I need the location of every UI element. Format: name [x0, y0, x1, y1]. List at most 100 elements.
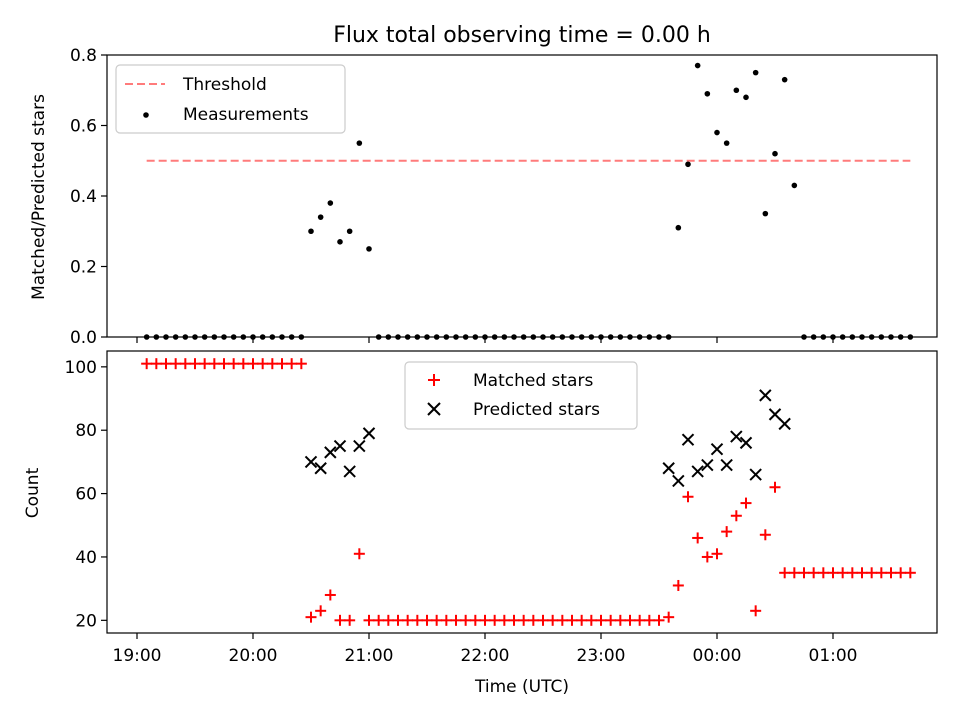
predicted-stars-point: [730, 430, 743, 443]
measurement-point: [723, 140, 730, 146]
measurement-point: [733, 87, 740, 94]
predicted-stars-point: [353, 439, 366, 453]
matched-stars-point: [837, 567, 849, 579]
top-y-tick-label: 0.0: [70, 328, 97, 348]
measurement-point: [337, 239, 343, 245]
bottom-y-tick-label: 40: [75, 548, 97, 568]
matched-stars-point: [672, 579, 684, 591]
matched-stars-point: [576, 614, 588, 626]
top-y-tick-label: 0.2: [70, 258, 97, 278]
bottom-legend: Matched stars Predicted stars: [404, 361, 638, 430]
matched-stars-point: [721, 526, 733, 538]
matched-stars-point: [266, 358, 278, 370]
matched-stars-point: [866, 567, 878, 579]
matched-stars-point: [750, 605, 762, 617]
matched-stars-point: [479, 614, 491, 626]
predicted-stars-point: [362, 427, 376, 440]
matched-stars-point: [431, 614, 443, 626]
matched-stars-point: [537, 614, 549, 626]
matched-stars-point: [875, 567, 887, 579]
matched-stars-point: [895, 567, 907, 579]
x-tick-label: 20:00: [229, 646, 278, 666]
matched-stars-point: [885, 567, 897, 579]
bottom-plot-marks: [141, 358, 916, 626]
matched-stars-point: [846, 567, 858, 579]
top-plot-panel: 0.00.20.40.60.8 Matched/Predicted stars …: [29, 46, 938, 348]
x-tick-label: 22:00: [461, 646, 510, 666]
predicted-stars-legend-label: Predicted stars: [473, 400, 600, 420]
matched-stars-point: [199, 358, 211, 370]
measurement-point: [694, 62, 701, 69]
x-axis-label: Time (UTC): [474, 677, 569, 697]
matched-stars-point: [740, 497, 752, 509]
matched-stars-point: [711, 548, 723, 560]
chart-title: Flux total observing time = 0.00 h: [333, 23, 711, 48]
predicted-stars-point: [691, 465, 704, 478]
matched-stars-point: [179, 358, 191, 370]
matched-stars-point: [614, 614, 626, 626]
matched-stars-point: [392, 614, 404, 626]
matched-stars-point: [827, 567, 839, 579]
matched-stars-point: [605, 614, 617, 626]
matched-stars-point: [324, 589, 336, 601]
matched-stars-point: [247, 358, 259, 370]
measurement-point: [743, 94, 749, 101]
x-tick-label: 23:00: [577, 646, 626, 666]
measurement-point: [308, 228, 314, 235]
matched-stars-point: [489, 614, 501, 626]
measurement-point: [772, 150, 778, 157]
measurements-legend-label: Measurements: [183, 105, 309, 125]
predicted-stars-point: [333, 439, 347, 453]
predicted-stars-point: [672, 474, 685, 488]
matched-stars-point: [334, 614, 346, 626]
matched-stars-point: [779, 567, 791, 579]
matched-stars-point: [798, 567, 810, 579]
predicted-stars-point: [759, 389, 772, 402]
predicted-stars-point: [720, 458, 733, 472]
matched-stars-point: [257, 358, 269, 370]
bottom-y-tick-label: 100: [65, 358, 97, 378]
matched-stars-point: [904, 567, 916, 579]
top-plot-axes: 0.0 0.2 0.4 0.6 0.8: [70, 46, 938, 348]
matched-stars-point: [228, 358, 240, 370]
top-y-tick-label: 0.6: [70, 117, 97, 137]
bottom-plot-axes: 20 40 60 80 100 19:00 20:00 21:00 22:00 23:00 00:0…: [65, 350, 938, 666]
matched-stars-point: [276, 358, 288, 370]
matched-stars-point: [373, 614, 385, 626]
matched-stars-point: [692, 532, 704, 544]
matched-stars-point: [295, 358, 307, 370]
predicted-stars-point: [710, 443, 724, 456]
bottom-plot-panel: 20 40 60 80 100 19:00 20:00 21:00 22:00 23:00 00:0…: [23, 350, 938, 697]
matched-stars-point: [363, 614, 375, 626]
measurement-point: [356, 140, 363, 146]
predicted-stars-point: [314, 462, 327, 475]
matched-stars-point: [421, 614, 433, 626]
predicted-stars-point: [768, 408, 782, 421]
matched-stars-point: [150, 358, 162, 370]
top-legend-box: [115, 64, 346, 134]
measurement-point: [675, 224, 682, 231]
matched-stars-point: [547, 614, 559, 626]
bottom-legend-box: [404, 361, 638, 430]
predicted-stars-point: [343, 465, 356, 478]
matched-stars-point: [344, 614, 356, 626]
matched-stars-point: [305, 611, 317, 623]
matched-stars-point: [402, 614, 414, 626]
matched-stars-point: [315, 605, 327, 617]
matched-stars-point: [189, 358, 201, 370]
matched-stars-point: [450, 614, 462, 626]
matched-stars-point: [518, 614, 530, 626]
measurement-point: [762, 210, 769, 217]
matched-stars-point: [411, 614, 423, 626]
matched-stars-legend-label: Matched stars: [473, 371, 593, 391]
measurement-point: [366, 246, 372, 252]
measurement-point: [317, 214, 324, 220]
predicted-stars-legend-swatch: [427, 402, 441, 416]
bottom-y-tick-label: 60: [75, 485, 97, 505]
matched-stars-point: [595, 614, 607, 626]
measurement-point: [704, 90, 711, 97]
x-tick-label: 00:00: [693, 646, 742, 666]
bottom-y-tick-label: 20: [75, 611, 97, 631]
matched-stars-point: [856, 567, 868, 579]
matched-stars-point: [286, 358, 298, 370]
